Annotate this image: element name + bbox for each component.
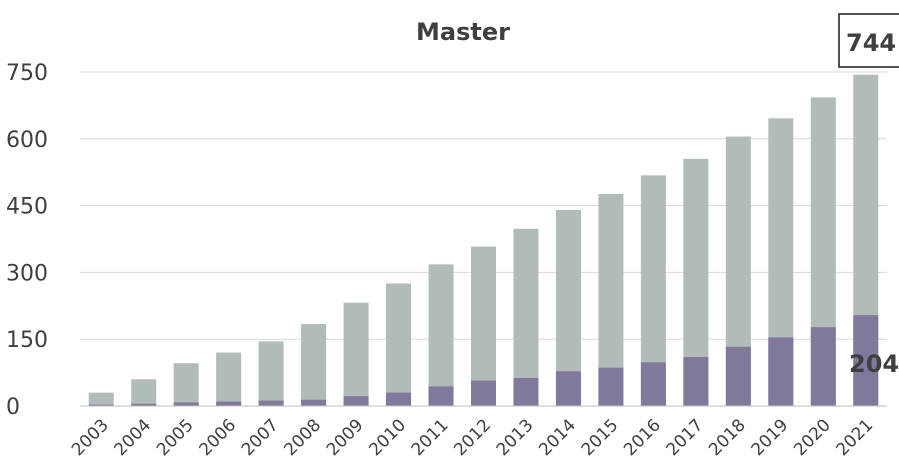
- bar-total: [216, 352, 242, 406]
- bar-part: [428, 386, 454, 406]
- bar-total: [258, 341, 284, 406]
- x-tick-label: 2005: [153, 415, 198, 460]
- x-tick-label: 2010: [365, 415, 410, 460]
- total-bars: [88, 74, 879, 406]
- x-tick-label: 2008: [280, 415, 325, 460]
- y-tick-label: 750: [6, 61, 48, 86]
- part-bars: [88, 315, 879, 406]
- bar-part: [725, 346, 751, 406]
- x-tick-label: 2020: [790, 415, 835, 460]
- bar-part: [343, 396, 369, 406]
- x-tick-label: 2009: [323, 415, 368, 460]
- x-tick-label: 2019: [748, 415, 793, 460]
- bar-part: [131, 403, 157, 406]
- bar-part: [768, 337, 794, 406]
- x-tick-label: 2017: [663, 415, 708, 460]
- x-tick-labels: 2003200420052006200720082009201020112012…: [68, 415, 877, 460]
- bar-total: [428, 264, 454, 406]
- y-tick-label: 450: [6, 195, 48, 220]
- x-tick-label: 2018: [705, 415, 750, 460]
- bar-total: [513, 228, 539, 406]
- bar-total: [301, 324, 327, 406]
- x-tick-label: 2007: [238, 415, 283, 460]
- bar-part: [216, 401, 242, 406]
- x-tick-label: 2011: [408, 415, 453, 460]
- annotation-total: 744: [846, 29, 896, 57]
- bar-part: [853, 315, 879, 406]
- bar-part: [513, 377, 539, 406]
- y-tick-label: 300: [6, 261, 48, 286]
- y-tick-label: 0: [6, 395, 20, 420]
- x-tick-label: 2014: [535, 415, 580, 460]
- bar-total: [343, 302, 369, 406]
- bar-part: [598, 367, 624, 406]
- x-tick-label: 2013: [493, 415, 538, 460]
- x-tick-label: 2004: [111, 415, 156, 460]
- y-tick-label: 150: [6, 328, 48, 353]
- bar-total: [471, 246, 496, 406]
- chart-title: Master: [416, 18, 510, 46]
- annotations: 744 204: [838, 13, 899, 378]
- bar-part: [555, 371, 581, 406]
- bar-part: [471, 380, 496, 406]
- x-tick-label: 2016: [620, 415, 665, 460]
- x-tick-label: 2012: [450, 415, 495, 460]
- bar-total: [131, 379, 157, 406]
- bar-part: [386, 392, 412, 406]
- bar-part: [640, 362, 666, 406]
- bar-total: [386, 283, 412, 406]
- y-tick-labels: 0 150 300 450 600 750: [6, 61, 48, 420]
- annotation-part: 204: [849, 350, 899, 378]
- bar-total: [173, 363, 199, 406]
- bar-part: [173, 402, 199, 406]
- annotation-box: [838, 13, 899, 68]
- bar-part: [810, 327, 836, 406]
- bar-part: [301, 399, 327, 406]
- bar-part: [258, 400, 284, 406]
- x-tick-label: 2015: [578, 415, 623, 460]
- gridlines: [80, 71, 887, 340]
- bar-total: [88, 392, 114, 406]
- x-tick-label: 2003: [68, 415, 113, 460]
- bar-part: [683, 357, 709, 406]
- x-tick-label: 2006: [195, 415, 240, 460]
- x-tick-label: 2021: [833, 415, 878, 460]
- y-tick-label: 600: [6, 128, 48, 153]
- bar-part: [88, 404, 114, 406]
